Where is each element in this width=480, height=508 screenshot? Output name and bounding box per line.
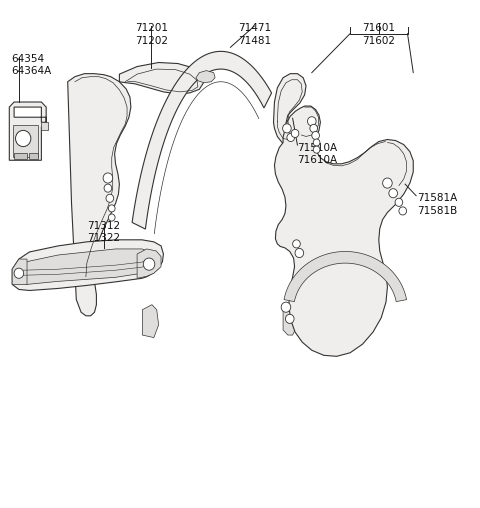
Circle shape: [313, 146, 320, 153]
Polygon shape: [41, 122, 48, 130]
Circle shape: [383, 178, 392, 188]
Polygon shape: [283, 305, 298, 335]
Circle shape: [14, 268, 24, 278]
Polygon shape: [275, 106, 413, 356]
Text: 71601
71602: 71601 71602: [362, 23, 396, 46]
Polygon shape: [143, 305, 158, 338]
Circle shape: [108, 214, 115, 221]
Polygon shape: [12, 259, 27, 284]
Polygon shape: [12, 125, 38, 157]
Polygon shape: [120, 62, 204, 94]
Circle shape: [104, 184, 112, 192]
Polygon shape: [14, 153, 27, 159]
Polygon shape: [274, 74, 306, 144]
Circle shape: [312, 132, 320, 140]
Circle shape: [313, 139, 320, 146]
Circle shape: [291, 130, 299, 138]
Circle shape: [399, 207, 407, 215]
Circle shape: [308, 117, 316, 126]
Circle shape: [144, 258, 155, 270]
Text: 71471
71481: 71471 71481: [238, 23, 271, 46]
Polygon shape: [137, 249, 161, 278]
Circle shape: [389, 188, 397, 198]
Circle shape: [103, 173, 113, 183]
Polygon shape: [284, 251, 407, 302]
Polygon shape: [12, 240, 163, 291]
Circle shape: [395, 198, 403, 206]
Circle shape: [281, 302, 291, 312]
Text: 71312
71322: 71312 71322: [87, 221, 120, 243]
Polygon shape: [196, 71, 215, 83]
Text: 71510A
71610A: 71510A 71610A: [298, 143, 337, 165]
Circle shape: [293, 240, 300, 248]
Circle shape: [310, 124, 318, 133]
Polygon shape: [29, 153, 38, 159]
Circle shape: [108, 205, 115, 212]
Polygon shape: [9, 102, 46, 161]
Text: 64354
64364A: 64354 64364A: [11, 54, 51, 76]
Circle shape: [283, 124, 291, 133]
Circle shape: [295, 248, 304, 258]
Text: 71581A
71581B: 71581A 71581B: [417, 193, 457, 215]
Text: 71201
71202: 71201 71202: [135, 23, 168, 46]
Circle shape: [287, 134, 295, 142]
Polygon shape: [68, 74, 131, 316]
Circle shape: [15, 131, 31, 147]
Circle shape: [106, 194, 114, 202]
Circle shape: [286, 314, 294, 324]
Polygon shape: [132, 51, 272, 229]
Polygon shape: [19, 249, 155, 284]
